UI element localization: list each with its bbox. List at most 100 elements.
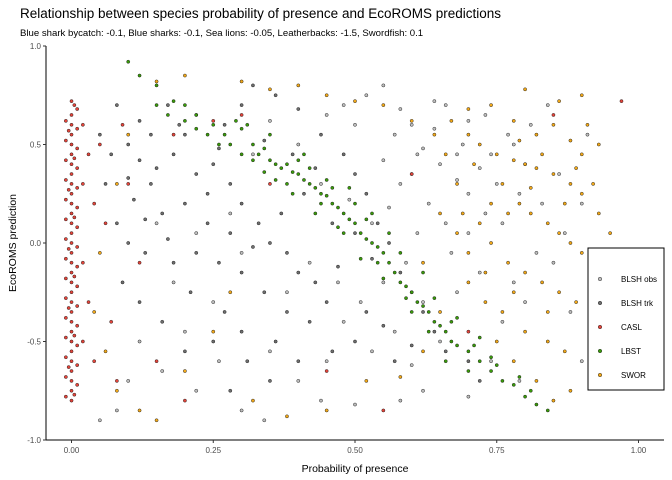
data-point: [455, 182, 459, 186]
data-point: [92, 359, 97, 364]
data-point: [392, 132, 397, 137]
data-point: [228, 290, 233, 295]
data-point: [353, 201, 357, 206]
data-point: [64, 276, 68, 281]
data-point: [126, 241, 131, 245]
data-point: [194, 231, 199, 235]
data-point: [66, 128, 71, 133]
data-point: [217, 146, 221, 151]
data-point: [455, 343, 459, 348]
data-point: [166, 103, 170, 107]
data-point: [557, 290, 561, 295]
data-point: [347, 197, 352, 202]
data-point: [268, 182, 272, 186]
data-point: [183, 73, 187, 78]
data-point: [69, 310, 74, 314]
data-point: [381, 280, 386, 285]
data-point: [251, 398, 255, 403]
data-point: [466, 191, 471, 196]
data-point: [66, 306, 71, 310]
data-point: [69, 290, 74, 295]
y-tick-label: 0.0: [30, 239, 42, 248]
data-point: [64, 158, 68, 163]
data-point: [517, 201, 522, 206]
data-point: [69, 329, 74, 334]
data-point: [205, 132, 210, 137]
data-point: [341, 152, 346, 157]
data-point: [149, 182, 153, 186]
data-point: [568, 388, 573, 393]
data-point: [579, 251, 584, 255]
data-point: [66, 247, 71, 251]
data-point: [523, 87, 527, 92]
data-point: [370, 241, 374, 245]
data-point: [341, 319, 346, 324]
data-point: [69, 280, 74, 285]
data-point: [551, 398, 556, 403]
data-point: [72, 103, 77, 107]
data-point: [432, 329, 437, 334]
data-point: [534, 251, 539, 255]
data-point: [239, 113, 244, 117]
data-point: [449, 339, 454, 344]
data-point: [324, 369, 329, 373]
data-point: [228, 182, 233, 186]
data-point: [381, 103, 386, 107]
data-point: [137, 73, 142, 78]
data-point: [421, 304, 425, 308]
data-point: [290, 152, 295, 157]
data-point: [245, 122, 250, 127]
data-point: [443, 359, 448, 364]
data-point: [409, 172, 414, 176]
data-point: [415, 300, 420, 304]
data-point: [211, 119, 216, 123]
data-point: [432, 319, 437, 324]
x-axis-title: Probability of presence: [302, 463, 409, 475]
points-layer: [64, 59, 629, 423]
data-point: [194, 172, 199, 176]
data-point: [398, 280, 403, 285]
data-point: [313, 166, 318, 170]
data-point: [489, 369, 493, 373]
series-casl: [64, 99, 624, 413]
data-point: [370, 211, 374, 216]
data-point: [370, 221, 374, 226]
data-point: [494, 363, 499, 367]
data-point: [75, 264, 80, 269]
data-point: [285, 414, 289, 419]
data-point: [160, 369, 165, 373]
data-point: [415, 152, 420, 157]
data-point: [72, 333, 77, 338]
data-point: [477, 166, 482, 170]
data-point: [319, 201, 323, 206]
data-point: [324, 113, 329, 117]
data-point: [466, 107, 471, 111]
data-point: [511, 383, 516, 387]
data-point: [64, 296, 68, 300]
data-point: [319, 191, 323, 196]
data-point: [115, 221, 119, 226]
data-point: [324, 300, 329, 304]
data-point: [126, 182, 131, 186]
data-point: [336, 264, 340, 269]
data-point: [353, 172, 357, 176]
data-point: [290, 170, 295, 174]
data-point: [449, 119, 454, 123]
data-point: [324, 359, 329, 364]
data-point: [324, 408, 329, 413]
data-point: [69, 142, 74, 147]
data-point: [126, 59, 131, 64]
data-point: [557, 99, 561, 103]
legend-label: CASL: [621, 323, 642, 332]
data-point: [64, 237, 68, 241]
data-point: [296, 142, 301, 147]
data-point: [98, 142, 102, 147]
data-point: [256, 221, 261, 226]
data-point: [285, 310, 289, 314]
data-point: [75, 323, 80, 328]
data-point: [432, 132, 437, 137]
data-point: [426, 201, 431, 206]
data-point: [120, 280, 125, 285]
data-point: [137, 408, 142, 413]
data-point: [69, 221, 74, 226]
